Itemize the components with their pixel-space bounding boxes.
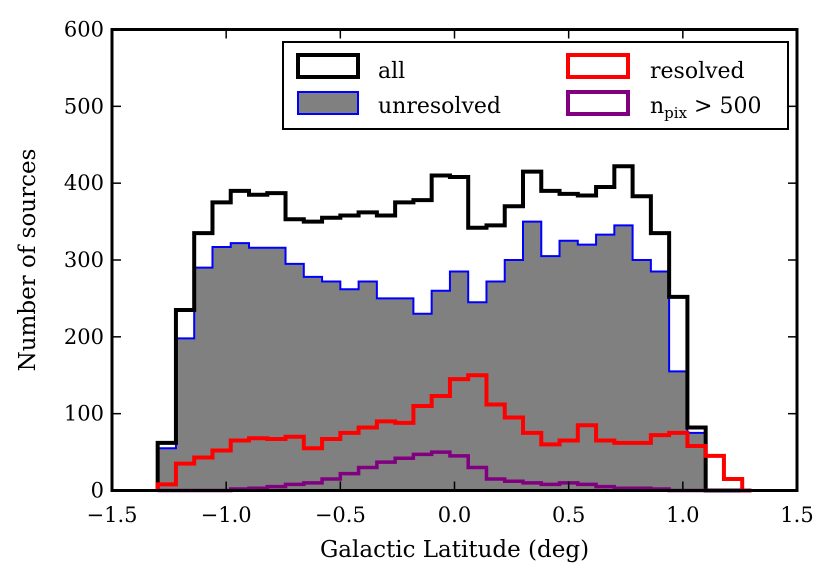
y-tick-label: 200 bbox=[64, 325, 104, 349]
legend-item-resolved: resolved bbox=[566, 53, 745, 84]
y-tick-label: 600 bbox=[64, 18, 104, 42]
series-unresolved bbox=[156, 220, 752, 492]
step-all bbox=[155, 164, 752, 493]
x-tick-label: 1.5 bbox=[780, 503, 813, 527]
legend-swatch-npix_gt_500 bbox=[566, 90, 630, 116]
y-tick-label: 0 bbox=[91, 479, 104, 503]
step-resolved bbox=[155, 373, 752, 493]
legend-swatch-resolved bbox=[566, 53, 630, 79]
y-tick-label: 400 bbox=[64, 171, 104, 195]
x-tick-label: 0.5 bbox=[552, 503, 585, 527]
y-tick-label: 100 bbox=[64, 402, 104, 426]
legend-swatch-all bbox=[296, 53, 360, 79]
series-all bbox=[155, 164, 752, 493]
x-tick-label: 0.0 bbox=[438, 503, 471, 527]
series-resolved bbox=[155, 373, 752, 493]
legend: all unresolved resolved npix > 500 bbox=[282, 41, 789, 130]
legend-label-resolved: resolved bbox=[650, 59, 745, 84]
series-npix_gt_500 bbox=[157, 450, 752, 493]
x-tick-label: −1.5 bbox=[87, 503, 138, 527]
x-tick-label: −0.5 bbox=[315, 503, 366, 527]
legend-item-all: all bbox=[296, 53, 405, 84]
legend-box bbox=[282, 41, 789, 130]
y-tick-label: 500 bbox=[64, 94, 104, 118]
x-tick-label: −1.0 bbox=[201, 503, 252, 527]
legend-label-subscript: pix bbox=[664, 104, 687, 122]
legend-label-unresolved: unresolved bbox=[378, 94, 501, 119]
legend-label-rest: > 500 bbox=[687, 94, 761, 119]
bars-unresolved-outline bbox=[156, 220, 752, 492]
bars-unresolved-fill bbox=[157, 221, 752, 491]
step-npix_gt_500 bbox=[157, 450, 752, 493]
legend-label-npix_gt_500: npix > 500 bbox=[650, 94, 761, 122]
legend-swatch-unresolved bbox=[297, 91, 359, 115]
legend-label-base: n bbox=[650, 94, 664, 119]
y-axis-label: Number of sources bbox=[15, 149, 41, 372]
y-tick-label: 300 bbox=[64, 248, 104, 272]
x-axis-label: Galactic Latitude (deg) bbox=[320, 537, 589, 563]
legend-label-all: all bbox=[378, 59, 405, 84]
legend-item-npix_gt_500: npix > 500 bbox=[566, 90, 761, 122]
x-tick-label: 1.0 bbox=[666, 503, 699, 527]
legend-item-unresolved: unresolved bbox=[297, 91, 501, 119]
